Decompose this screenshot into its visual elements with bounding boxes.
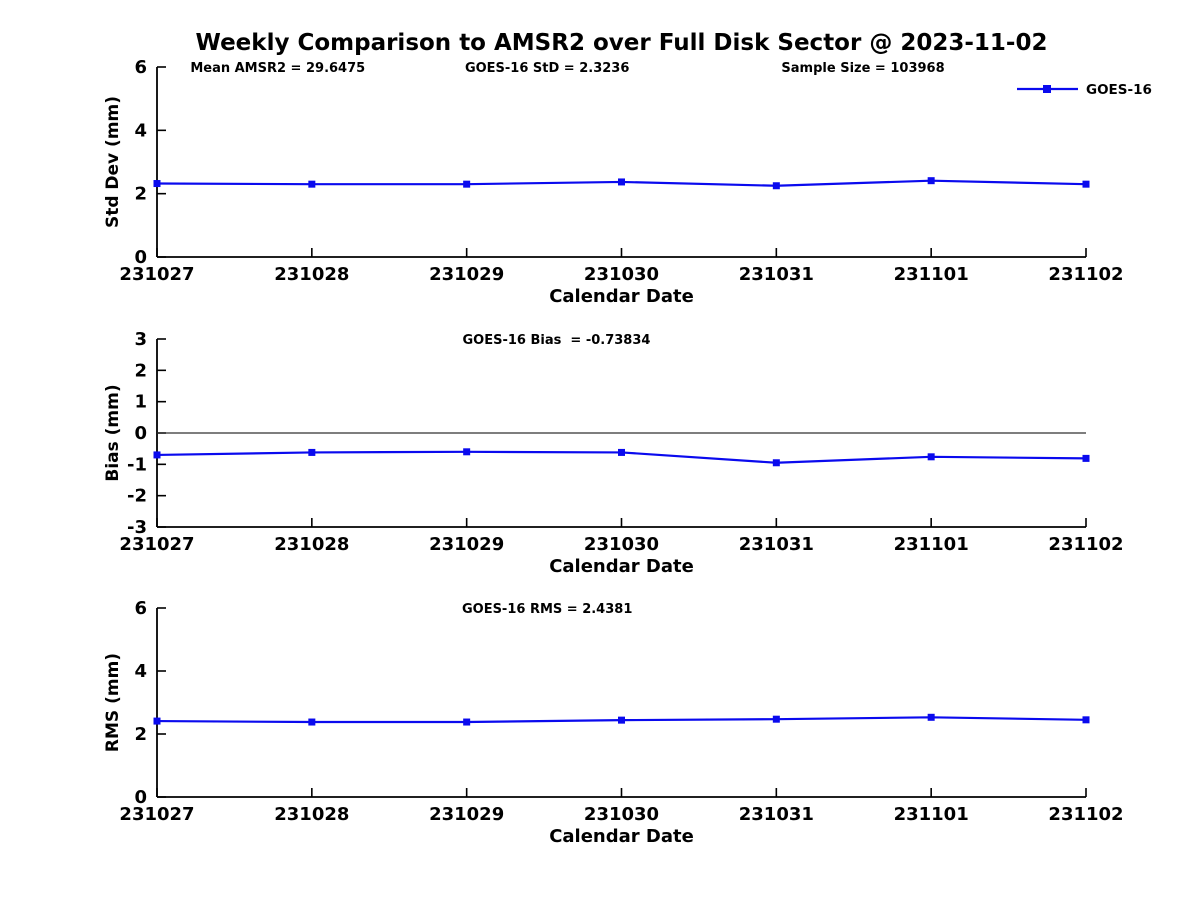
y-tick-label-bias: 1 [134,392,147,413]
annotation-std-dev: Sample Size = 103968 [781,61,944,76]
y-tick-label-bias: -1 [127,454,147,475]
data-marker-std-dev [1082,180,1090,188]
x-tick-label-bias: 231031 [739,534,814,555]
x-tick-label-bias: 231030 [584,534,659,555]
x-tick-label-std-dev: 231102 [1048,264,1123,285]
y-tick-label-std-dev: 4 [134,120,147,141]
data-marker-rms [772,715,780,723]
data-marker-bias [618,448,625,456]
data-marker-bias [772,459,780,467]
x-tick-label-rms: 231101 [894,804,969,825]
y-tick-label-rms: 6 [134,598,147,619]
y-tick-label-rms: 2 [134,724,147,745]
x-tick-label-rms: 231031 [739,804,814,825]
legend-label: GOES-16 [1086,82,1152,98]
data-marker-bias [308,448,316,456]
y-tick-label-bias: 0 [134,423,147,444]
x-tick-label-bias: 231028 [274,534,349,555]
data-marker-std-dev [618,178,625,186]
y-tick-label-bias: -3 [127,517,147,538]
y-tick-label-std-dev: 0 [134,247,147,268]
x-tick-label-std-dev: 231029 [429,264,504,285]
data-marker-bias [927,453,935,461]
data-marker-std-dev [927,177,935,185]
x-axis-label-rms: Calendar Date [549,826,694,847]
y-axis-label-std-dev: Std Dev (mm) [103,96,123,228]
data-marker-std-dev [153,180,161,188]
x-axis-label-std-dev: Calendar Date [549,286,694,307]
y-tick-label-bias: 3 [134,329,147,350]
y-tick-label-rms: 4 [134,661,147,682]
data-marker-rms [927,713,935,721]
y-tick-label-rms: 0 [134,787,147,808]
data-marker-std-dev [463,180,471,188]
data-marker-std-dev [772,182,780,190]
data-marker-rms [308,718,316,726]
x-tick-label-rms: 231027 [119,804,194,825]
x-tick-label-std-dev: 231030 [584,264,659,285]
x-tick-label-std-dev: 231101 [894,264,969,285]
chart-title: Weekly Comparison to AMSR2 over Full Dis… [195,30,1048,56]
x-tick-label-bias: 231029 [429,534,504,555]
y-axis-label-bias: Bias (mm) [103,384,123,481]
data-marker-bias [153,451,161,459]
x-tick-label-std-dev: 231027 [119,264,194,285]
x-tick-label-rms: 231029 [429,804,504,825]
x-tick-label-std-dev: 231031 [739,264,814,285]
x-tick-label-std-dev: 231028 [274,264,349,285]
y-tick-label-bias: -2 [127,486,147,507]
data-marker-rms [618,716,625,724]
x-tick-label-rms: 231102 [1048,804,1123,825]
data-marker-bias [463,448,471,456]
data-marker-rms [1082,716,1090,724]
x-tick-label-bias: 231101 [894,534,969,555]
data-marker-std-dev [308,180,316,188]
x-axis-label-bias: Calendar Date [549,556,694,577]
x-tick-label-rms: 231028 [274,804,349,825]
x-tick-label-rms: 231030 [584,804,659,825]
annotation-std-dev: Mean AMSR2 = 29.6475 [190,61,365,76]
x-tick-label-bias: 231027 [119,534,194,555]
annotation-std-dev: GOES-16 StD = 2.3236 [465,61,629,76]
y-tick-label-bias: 2 [134,360,147,381]
data-marker-rms [153,717,161,725]
annotation-bias: GOES-16 Bias = -0.73834 [463,333,651,348]
y-tick-label-std-dev: 2 [134,184,147,205]
y-axis-label-rms: RMS (mm) [103,653,123,752]
data-marker-bias [1082,454,1090,462]
legend-marker-icon [1043,85,1051,93]
data-marker-rms [463,718,471,726]
y-tick-label-std-dev: 6 [134,57,147,78]
annotation-rms: GOES-16 RMS = 2.4381 [462,602,632,617]
x-tick-label-bias: 231102 [1048,534,1123,555]
